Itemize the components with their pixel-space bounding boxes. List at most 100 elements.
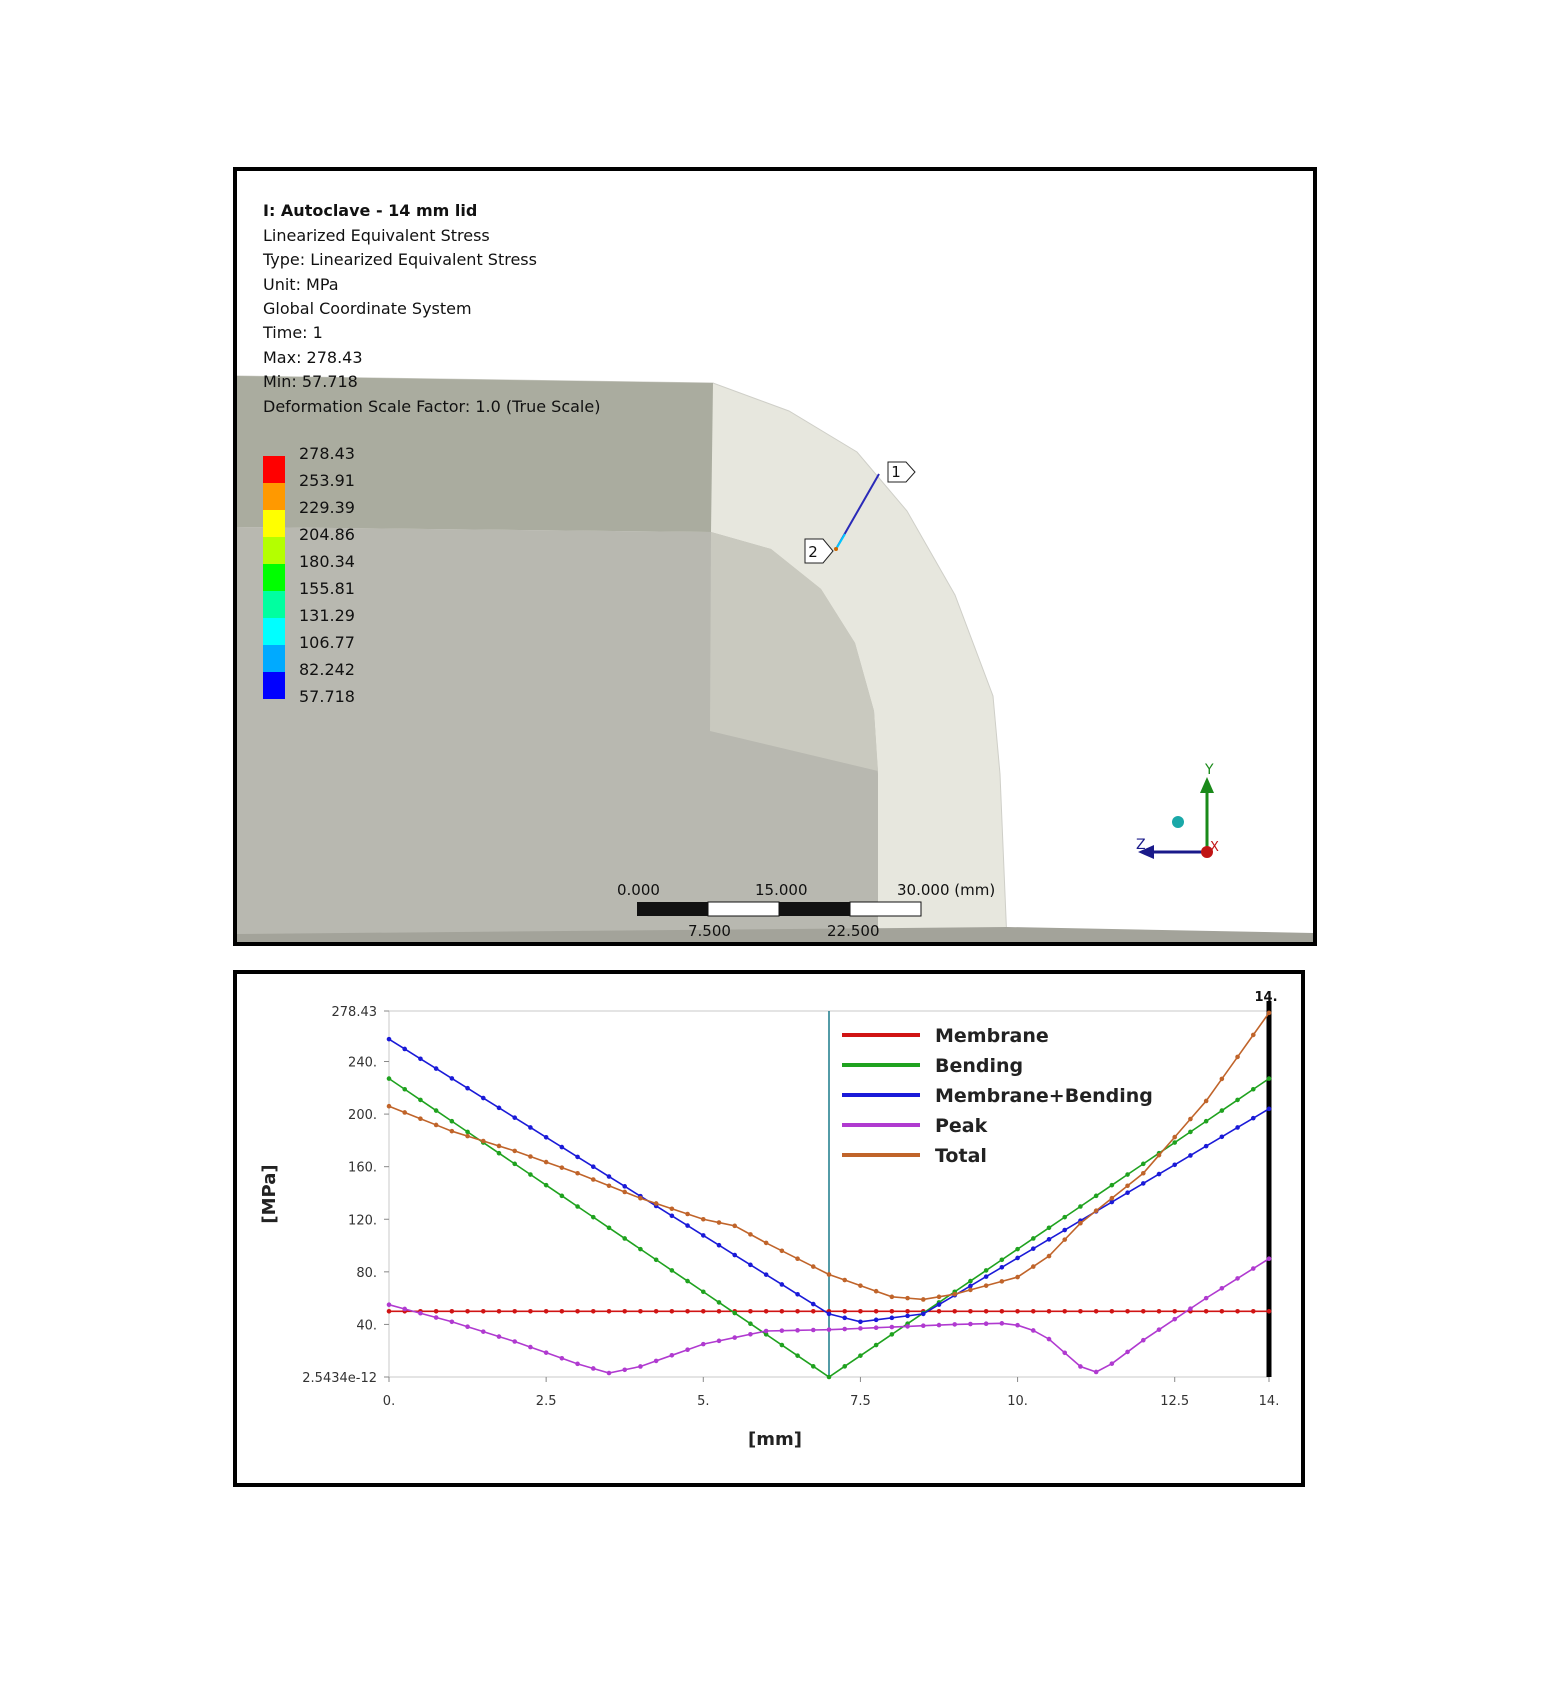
- series-point-membrane: [936, 1308, 942, 1314]
- series-point-membrane: [1078, 1308, 1083, 1314]
- series-point-bending: [1046, 1225, 1052, 1231]
- fea-geometry: 1 2 Y Z X: [237, 375, 1313, 942]
- series-point-membrane-bending: [418, 1056, 423, 1062]
- series-point-peak: [905, 1324, 910, 1329]
- series-point-peak: [968, 1321, 973, 1327]
- series-point-membrane: [716, 1308, 722, 1314]
- series-point-peak: [638, 1364, 643, 1369]
- series-point-membrane: [700, 1308, 706, 1314]
- series-point-membrane-bending: [1188, 1153, 1193, 1158]
- series-point-membrane-bending: [1140, 1181, 1146, 1186]
- series-point-peak: [418, 1310, 423, 1316]
- series-point-peak: [748, 1331, 753, 1337]
- series-point-bending: [763, 1332, 769, 1337]
- legend-swatch-8: [263, 645, 285, 672]
- series-point-membrane: [386, 1308, 392, 1314]
- series-point-bending: [1109, 1182, 1115, 1188]
- series-point-total: [1203, 1098, 1209, 1104]
- series-point-bending: [968, 1278, 973, 1284]
- series-point-peak: [1250, 1266, 1256, 1271]
- legend-swatch-4: [263, 537, 285, 564]
- scale-label-22-5: 22.500: [827, 922, 880, 940]
- series-point-membrane: [858, 1308, 863, 1314]
- series-point-peak: [1109, 1361, 1115, 1366]
- series-point-total: [465, 1133, 470, 1139]
- series-point-total: [449, 1128, 455, 1134]
- series-point-peak: [512, 1339, 518, 1344]
- series-point-membrane-bending: [905, 1313, 910, 1319]
- series-point-total: [1235, 1054, 1240, 1060]
- series-point-membrane-bending: [763, 1272, 769, 1277]
- series-bending: [386, 1076, 1272, 1380]
- series-point-peak: [590, 1366, 596, 1371]
- series-point-bending: [1125, 1172, 1130, 1177]
- probe-marker-2: [804, 538, 834, 564]
- series-point-membrane-bending: [685, 1223, 690, 1228]
- series-point-bending: [575, 1204, 580, 1209]
- series-point-peak: [700, 1341, 706, 1347]
- series-point-bending: [669, 1268, 675, 1273]
- series-point-total: [1156, 1152, 1162, 1158]
- result-info-line-4: Global Coordinate System: [263, 299, 472, 318]
- series-point-bending: [559, 1193, 565, 1199]
- series-point-bending: [826, 1374, 832, 1380]
- series-point-peak: [1235, 1276, 1240, 1281]
- series-point-peak: [559, 1355, 565, 1361]
- y-tick-label: 160.: [348, 1161, 377, 1176]
- series-point-peak: [732, 1335, 738, 1340]
- series-point-membrane-bending: [622, 1184, 628, 1189]
- series-point-peak: [1156, 1327, 1162, 1332]
- series-point-membrane: [1140, 1308, 1146, 1314]
- series-point-bending: [496, 1150, 502, 1156]
- series-point-membrane: [1172, 1308, 1178, 1314]
- series-point-membrane-bending: [386, 1036, 392, 1042]
- series-point-total: [1062, 1237, 1068, 1242]
- stress-path-line-end: [835, 533, 846, 550]
- series-point-peak: [763, 1328, 769, 1334]
- series-point-membrane: [905, 1308, 910, 1314]
- lid-inner-corner: [710, 532, 878, 771]
- series-point-membrane-bending: [700, 1233, 706, 1238]
- series-point-membrane-bending: [465, 1085, 470, 1091]
- series-point-membrane: [795, 1308, 800, 1314]
- series-point-membrane-bending: [1203, 1143, 1209, 1149]
- series-point-membrane-bending: [1125, 1190, 1130, 1196]
- series-point-membrane: [653, 1308, 659, 1314]
- x-tick-label: 7.5: [850, 1394, 871, 1409]
- series-point-total: [1188, 1116, 1193, 1122]
- series-point-bending: [1235, 1097, 1240, 1103]
- y-tick-label: 40.: [356, 1318, 377, 1333]
- series-point-total: [920, 1297, 926, 1302]
- series-point-bending: [1188, 1129, 1193, 1135]
- series-point-bending: [653, 1257, 659, 1263]
- series-point-total: [716, 1220, 722, 1225]
- series-point-peak: [858, 1326, 863, 1331]
- series-point-membrane-bending: [732, 1252, 738, 1258]
- series-point-membrane: [1093, 1308, 1099, 1314]
- series-point-membrane: [1062, 1308, 1068, 1314]
- series-point-peak: [496, 1334, 502, 1339]
- series-point-peak: [983, 1321, 989, 1326]
- series-point-total: [512, 1148, 518, 1154]
- series-point-peak: [920, 1323, 926, 1329]
- series-point-peak: [716, 1338, 722, 1344]
- series-point-bending: [606, 1225, 612, 1231]
- series-point-membrane: [1125, 1308, 1130, 1314]
- series-point-membrane-bending: [1062, 1227, 1068, 1233]
- coordinate-triad: Y Z X: [1136, 762, 1219, 859]
- series-point-peak: [936, 1322, 942, 1328]
- series-point-peak: [1078, 1364, 1083, 1369]
- x-tick-label: 10.: [1007, 1394, 1028, 1409]
- series-point-membrane: [873, 1308, 879, 1314]
- legend-value-4: 204.86: [299, 525, 355, 544]
- series-point-bending: [999, 1257, 1005, 1263]
- end-marker-label: 14.: [1254, 990, 1277, 1005]
- y-tick-label: 278.43: [332, 1005, 378, 1020]
- series-point-membrane: [559, 1308, 565, 1314]
- series-point-membrane-bending: [858, 1319, 863, 1325]
- series-point-total: [496, 1143, 502, 1149]
- series-point-total: [685, 1211, 690, 1217]
- series-point-peak: [622, 1367, 628, 1373]
- series-point-bending: [873, 1342, 879, 1348]
- series-point-peak: [1266, 1256, 1272, 1261]
